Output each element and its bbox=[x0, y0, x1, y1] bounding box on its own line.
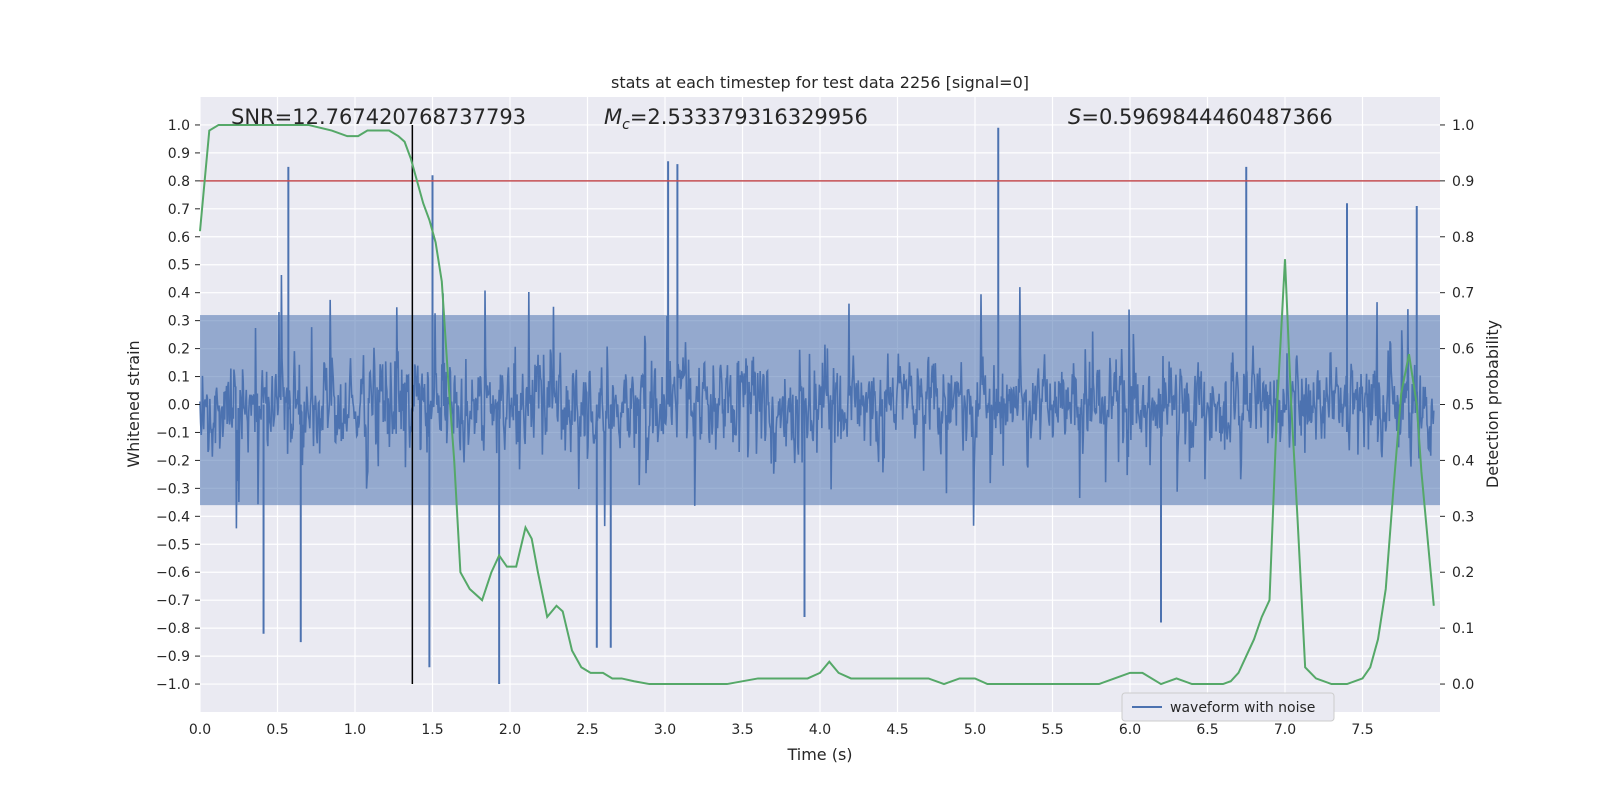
y-left-tick-label: 0.0 bbox=[168, 398, 190, 414]
y-right-tick-label: 0.5 bbox=[1452, 398, 1474, 414]
s-annotation: S=0.5969844460487366 bbox=[1068, 105, 1333, 129]
y-right-tick-label: 1.0 bbox=[1452, 118, 1474, 134]
y-left-tick-label: 1.0 bbox=[168, 118, 190, 134]
x-axis-label: Time (s) bbox=[786, 745, 852, 764]
y-axis-right-ticks: 1.0 0.9 0.8 0.7 0.6 0.5 0.4 0.3 0.2 0.1 0.0 bbox=[1440, 118, 1474, 693]
y-axis-right-label: Detection probability bbox=[1483, 320, 1502, 488]
x-tick-label: 4.0 bbox=[809, 722, 831, 738]
x-tick-label: 2.5 bbox=[576, 722, 598, 738]
legend-box bbox=[1121, 692, 1335, 722]
s-symbol: S bbox=[1068, 105, 1081, 129]
chirp-mass-value: =2.533379316329956 bbox=[630, 105, 868, 129]
y-left-tick-label: 0.9 bbox=[168, 146, 190, 162]
y-left-tick-label: 0.8 bbox=[168, 174, 190, 190]
y-right-tick-label: 0.0 bbox=[1452, 677, 1474, 693]
x-tick-label: 6.0 bbox=[1119, 722, 1141, 738]
y-right-tick-label: 0.4 bbox=[1452, 453, 1474, 469]
y-left-tick-label: −0.3 bbox=[156, 481, 190, 497]
y-right-tick-label: 0.2 bbox=[1452, 565, 1474, 581]
x-tick-label: 3.0 bbox=[654, 722, 676, 738]
y-axis-left-ticks: 1.0 0.9 0.8 0.7 0.6 0.5 0.4 0.3 0.2 0.1 0.0 −0.1 −0.… bbox=[156, 118, 200, 693]
x-tick-label: 7.0 bbox=[1274, 722, 1296, 738]
legend-label-waveform: waveform with noise bbox=[1170, 700, 1315, 716]
y-left-tick-label: 0.7 bbox=[168, 202, 190, 218]
x-tick-label: 7.5 bbox=[1351, 722, 1373, 738]
x-tick-label: 2.0 bbox=[499, 722, 521, 738]
y-left-tick-label: −0.4 bbox=[156, 509, 190, 525]
chirp-mass-subscript: c bbox=[622, 117, 630, 133]
y-left-tick-label: 0.3 bbox=[168, 314, 190, 330]
snr-annotation: SNR=12.767420768737793 bbox=[231, 105, 526, 129]
y-left-tick-label: 0.1 bbox=[168, 370, 190, 386]
y-right-tick-label: 0.8 bbox=[1452, 230, 1474, 246]
y-right-tick-label: 0.1 bbox=[1452, 621, 1474, 637]
x-tick-label: 0.5 bbox=[266, 722, 288, 738]
y-left-tick-label: 0.2 bbox=[168, 342, 190, 358]
y-left-tick-label: −0.6 bbox=[156, 565, 190, 581]
y-left-tick-label: −1.0 bbox=[156, 677, 190, 693]
y-right-tick-label: 0.3 bbox=[1452, 509, 1474, 525]
y-left-tick-label: −0.1 bbox=[156, 425, 190, 441]
x-axis-ticks: 0.0 0.5 1.0 1.5 2.0 2.5 3.0 3.5 4.0 4.5 5.0 5.5 6.0 6… bbox=[189, 722, 1374, 738]
y-left-tick-label: 0.5 bbox=[168, 258, 190, 274]
x-tick-label: 6.5 bbox=[1196, 722, 1218, 738]
y-right-tick-label: 0.7 bbox=[1452, 286, 1474, 302]
y-right-tick-label: 0.9 bbox=[1452, 174, 1474, 190]
x-tick-label: 5.5 bbox=[1041, 722, 1063, 738]
legend: waveform with noise bbox=[1121, 692, 1335, 722]
waveform-series bbox=[199, 127, 1440, 685]
x-tick-label: 5.0 bbox=[964, 722, 986, 738]
y-left-tick-label: 0.6 bbox=[168, 230, 190, 246]
s-value: =0.5969844460487366 bbox=[1081, 105, 1332, 129]
x-tick-label: 0.0 bbox=[189, 722, 211, 738]
x-tick-label: 3.5 bbox=[731, 722, 753, 738]
probability-line bbox=[199, 123, 1435, 686]
waveform-dense-band bbox=[200, 315, 1440, 506]
x-tick-label: 1.0 bbox=[344, 722, 366, 738]
y-left-tick-label: −0.2 bbox=[156, 453, 190, 469]
x-tick-label: 1.5 bbox=[421, 722, 443, 738]
x-tick-label: 4.5 bbox=[886, 722, 908, 738]
y-left-tick-label: −0.5 bbox=[156, 537, 190, 553]
y-left-tick-label: −0.8 bbox=[156, 621, 190, 637]
chirp-mass-annotation: Mc=2.533379316329956 bbox=[604, 105, 868, 133]
overlay-lines bbox=[199, 123, 1440, 686]
chart-title: stats at each timestep for test data 225… bbox=[611, 73, 1029, 92]
y-axis-left-label: Whitened strain bbox=[124, 340, 143, 467]
y-left-tick-label: −0.9 bbox=[156, 649, 190, 665]
y-left-tick-label: −0.7 bbox=[156, 593, 190, 609]
chirp-mass-symbol: M bbox=[604, 105, 622, 129]
y-left-tick-label: 0.4 bbox=[168, 286, 190, 302]
y-right-tick-label: 0.6 bbox=[1452, 342, 1474, 358]
